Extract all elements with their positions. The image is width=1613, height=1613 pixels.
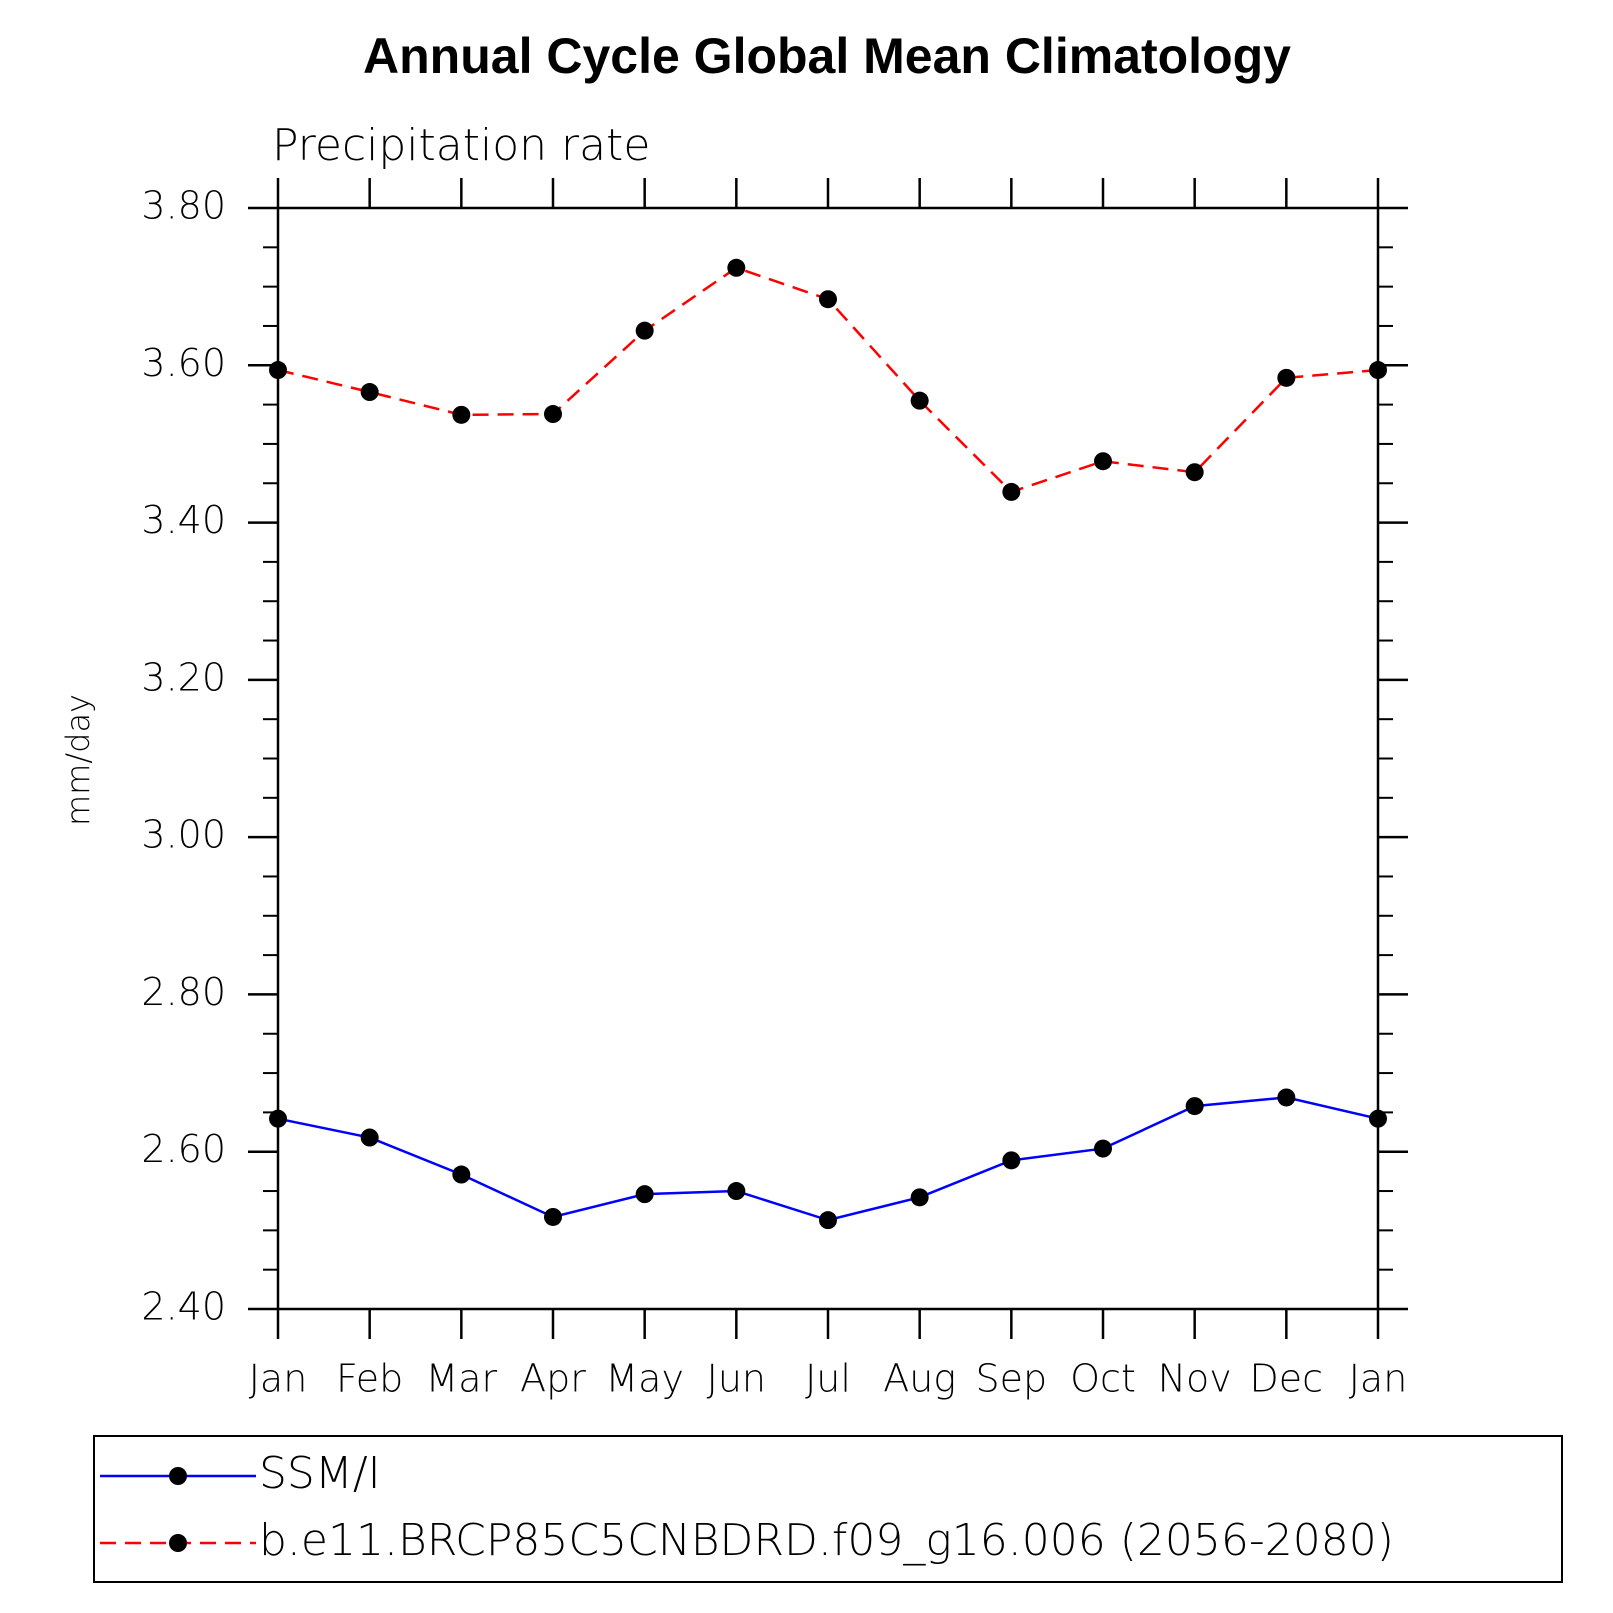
point — [544, 405, 562, 424]
legend-marker — [169, 1534, 187, 1552]
point — [269, 1109, 287, 1128]
y-tick-label: 3.60 — [141, 341, 226, 385]
point — [635, 1185, 654, 1204]
series-line — [277, 1096, 1379, 1222]
point — [269, 361, 287, 380]
point — [910, 1188, 929, 1207]
x-tick-label: May — [605, 1357, 684, 1401]
x-tick-label: Apr — [520, 1357, 586, 1401]
x-tick-label: Oct — [1070, 1357, 1136, 1401]
y-tick-label: 2.80 — [141, 970, 226, 1014]
point — [360, 1128, 379, 1147]
point — [1094, 452, 1112, 471]
point — [1185, 1097, 1204, 1116]
x-tick-label: Nov — [1158, 1357, 1232, 1401]
point — [1277, 1088, 1296, 1107]
point — [1002, 1151, 1021, 1170]
legend-box — [93, 1435, 1563, 1583]
point — [360, 383, 379, 402]
point — [1094, 1139, 1112, 1158]
point — [727, 1182, 746, 1201]
legend-marker — [169, 1467, 187, 1485]
point — [452, 1165, 471, 1184]
point — [635, 321, 654, 340]
point — [452, 405, 471, 424]
y-tick-label: 3.20 — [141, 655, 226, 699]
y-tick-label: 3.40 — [141, 498, 226, 542]
chart-subtitle: Precipitation rate — [272, 120, 650, 171]
legend-label: b.e11.BRCP85C5CNBDRD.f09_g16.006 (2056-2… — [259, 1515, 1394, 1566]
point — [1369, 361, 1387, 380]
point — [1002, 482, 1021, 501]
x-tick-label: Mar — [425, 1357, 497, 1401]
point — [1185, 463, 1204, 482]
y-axis-label: mm/day — [59, 694, 97, 826]
x-tick-label: Sep — [976, 1357, 1048, 1401]
point — [727, 258, 746, 277]
y-tick-label: 3.00 — [141, 813, 226, 857]
x-tick-label: Jul — [805, 1357, 851, 1401]
x-tick-label: Jun — [707, 1357, 766, 1401]
x-tick-label: Feb — [336, 1357, 403, 1401]
y-tick-label: 2.60 — [141, 1127, 226, 1171]
point — [544, 1207, 562, 1226]
x-tick-label: Jan — [1349, 1357, 1408, 1401]
x-tick-label: Dec — [1250, 1357, 1324, 1401]
x-tick-label: Jan — [249, 1357, 308, 1401]
point — [910, 391, 929, 410]
y-tick-label: 3.80 — [141, 184, 226, 228]
point — [1369, 1109, 1387, 1128]
point — [819, 290, 837, 309]
point — [819, 1211, 837, 1230]
chart-title: Annual Cycle Global Mean Climatology — [363, 28, 1291, 84]
x-tick-label: Aug — [883, 1357, 956, 1401]
y-tick-label: 2.40 — [141, 1285, 226, 1329]
plot-frame — [276, 206, 1380, 1311]
point — [1277, 368, 1296, 387]
legend-label: SSM/I — [259, 1448, 381, 1499]
